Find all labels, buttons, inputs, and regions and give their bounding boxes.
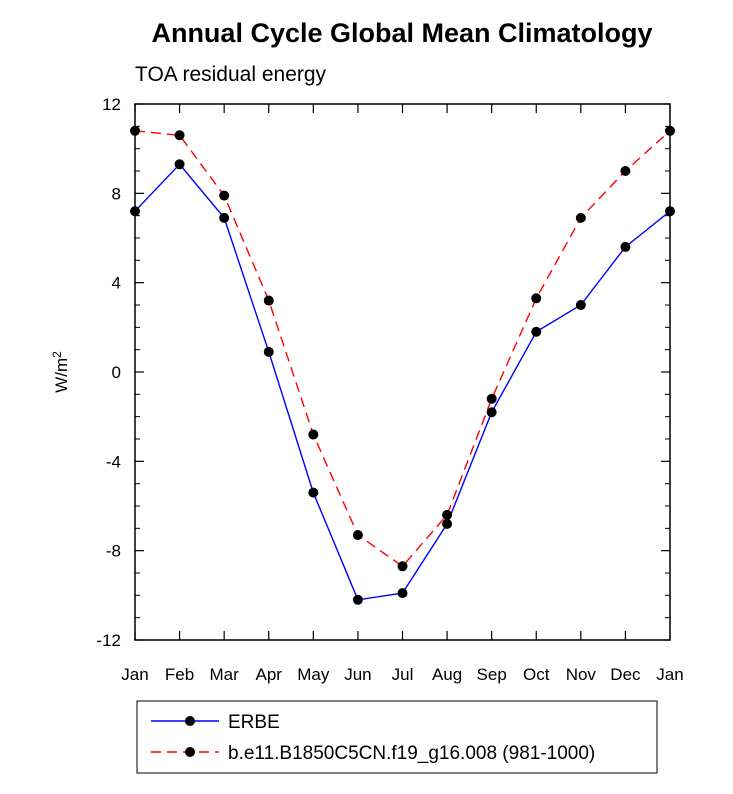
y-tick-label: -12 xyxy=(96,631,121,650)
series-1-point xyxy=(174,130,185,141)
x-tick-label: Sep xyxy=(477,665,507,684)
series-0-point xyxy=(219,212,230,223)
y-tick-label: 12 xyxy=(102,95,121,114)
y-tick-labels: 12 8 4 0 -4 -8 -12 xyxy=(96,95,121,650)
series-0-point xyxy=(174,159,185,170)
series-1-point xyxy=(352,530,363,541)
x-tick-label: Mar xyxy=(210,665,240,684)
plot-frame xyxy=(134,103,671,641)
series-line-0 xyxy=(134,163,671,601)
x-tick-label: Jul xyxy=(392,665,414,684)
y-tick-label: -4 xyxy=(106,452,121,471)
series-0-point xyxy=(308,487,319,498)
series-0-point xyxy=(575,300,586,310)
series-1-point xyxy=(531,293,542,304)
x-tick-label: Dec xyxy=(610,665,641,684)
series-1-point xyxy=(620,166,631,176)
legend-label-model: b.e11.B1850C5CN.f19_g16.008 (981-1000) xyxy=(228,743,595,764)
series-line-1 xyxy=(134,130,671,568)
y-axis-label-superscript: 2 xyxy=(50,351,64,358)
chart-title: Annual Cycle Global Mean Climatology xyxy=(151,18,652,48)
chart-subtitle: TOA residual energy xyxy=(135,63,327,86)
x-tick-label: Apr xyxy=(256,665,283,684)
series-0-point xyxy=(397,588,408,599)
series-0-point xyxy=(620,241,631,252)
x-tick-label: May xyxy=(297,665,330,684)
series-0-point xyxy=(486,407,497,418)
x-tick-label: Jun xyxy=(344,665,371,684)
x-tick-label: Jan xyxy=(656,665,683,684)
y-tick-label: 4 xyxy=(112,274,121,293)
legend-label-erbe: ERBE xyxy=(228,712,280,733)
series-0-point xyxy=(263,346,274,357)
y-tick-label: 8 xyxy=(112,184,121,203)
series-1-point xyxy=(219,190,230,201)
legend-box xyxy=(136,700,658,774)
series-0-point xyxy=(352,594,363,605)
series-1-point xyxy=(308,429,319,440)
series-0-point xyxy=(442,518,453,529)
plot-series xyxy=(130,125,675,605)
x-tick-label: Jan xyxy=(121,665,148,684)
legend-marker-erbe xyxy=(185,716,195,726)
series-1-point xyxy=(263,295,274,306)
y-tick-label: 0 xyxy=(112,363,121,382)
x-tick-label: Aug xyxy=(432,665,462,684)
y-axis-label: W/m2 xyxy=(50,351,71,393)
x-tick-labels: Jan Feb Mar Apr May Jun Jul Aug Sep Oct Nov Dec Jan xyxy=(121,665,683,684)
series-1-point xyxy=(575,212,586,223)
series-1-point xyxy=(486,393,497,404)
series-1-point xyxy=(442,509,453,520)
legend-marker-model xyxy=(185,747,195,757)
x-tick-label: Oct xyxy=(523,665,550,684)
series-0-point xyxy=(531,326,542,337)
x-tick-label: Nov xyxy=(566,665,597,684)
y-tick-label: -8 xyxy=(106,542,121,561)
series-1-point xyxy=(397,561,408,572)
legend: ERBE b.e11.B1850C5CN.f19_g16.008 (981-10… xyxy=(136,700,658,774)
x-tick-label: Feb xyxy=(165,665,194,684)
